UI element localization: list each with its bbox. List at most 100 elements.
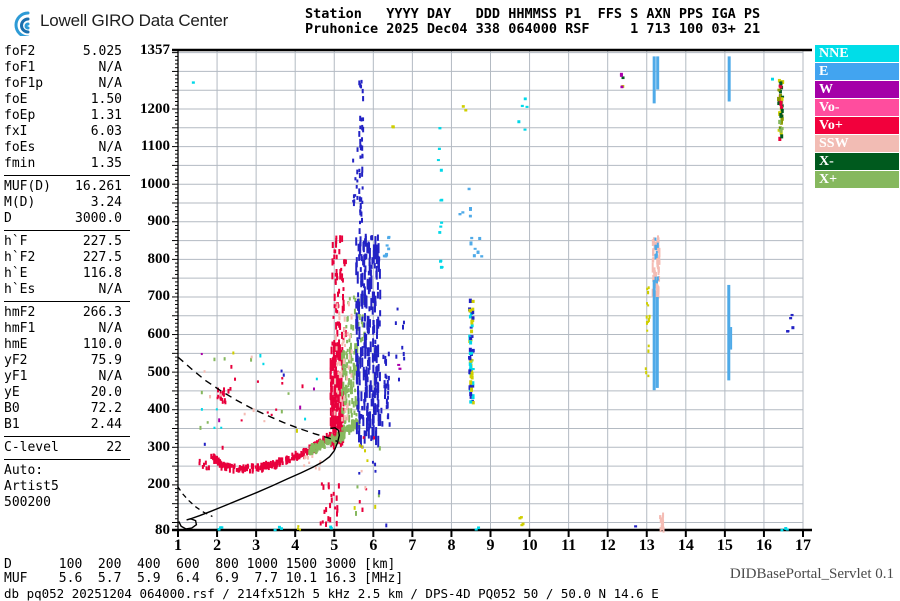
param-row: foF2 5.025	[4, 44, 130, 60]
true-height-profile	[178, 427, 341, 530]
param-name: MUF(D)	[4, 179, 51, 194]
param-separator	[4, 459, 130, 460]
param-name: foEs	[4, 140, 36, 155]
station-header-line2: Pruhonice 2025 Dec04 338 064000 RSF 1 71…	[305, 21, 761, 37]
param-value: N/A	[98, 321, 122, 336]
legend-item-e: E	[815, 63, 899, 80]
y-tick-label: 400	[147, 401, 171, 418]
param-value: 110.0	[82, 337, 122, 352]
param-value: 116.8	[82, 266, 122, 281]
x-tick-label: 13	[638, 537, 655, 554]
echo-direction-legend: NNE E W Vo- Vo+ SSW X- X+	[815, 45, 899, 189]
param-row: h`E 116.8	[4, 266, 130, 282]
logo-text: Lowell GIRO Data Center	[40, 11, 229, 30]
legend-item-ssw: SSW	[815, 135, 899, 152]
y-tick-label: 800	[147, 250, 171, 267]
param-row: B1 2.44	[4, 417, 130, 433]
muf-transmission-curve	[177, 356, 338, 442]
y-tick-label: 700	[147, 288, 171, 305]
profile-extrapolation	[177, 486, 213, 518]
distance-scale-row: D 100 200 400 600 800 1000 1500 3000 [km…	[4, 557, 396, 572]
x-tick-label: 4	[291, 537, 300, 554]
param-value: 75.9	[90, 353, 122, 368]
param-row: C-level 22	[4, 440, 130, 456]
x-tick-label: 14	[677, 537, 694, 554]
x-tick-label: 1	[174, 537, 182, 554]
param-row: foE 1.50	[4, 92, 130, 108]
param-value: 20.0	[90, 385, 122, 400]
param-name: foF1p	[4, 76, 44, 91]
station-header-line1: Station YYYY DAY DDD HHMMSS P1 FFS S AXN…	[305, 6, 761, 22]
param-value: 3000.0	[75, 211, 122, 226]
param-name: yE	[4, 385, 20, 400]
param-row: foEp 1.31	[4, 108, 130, 124]
param-row: fxI 6.03	[4, 124, 130, 140]
param-name: D	[4, 211, 12, 226]
param-separator	[4, 230, 130, 231]
param-value: 3.24	[90, 195, 122, 210]
param-name: h`E	[4, 266, 28, 281]
param-value: 1.31	[90, 108, 122, 123]
param-row: foEs N/A	[4, 140, 130, 156]
param-name: h`Es	[4, 282, 36, 297]
param-name: foF1	[4, 60, 36, 75]
legend-item-xplus: X+	[815, 171, 899, 188]
param-row: yE 20.0	[4, 385, 130, 401]
param-value: 1.50	[90, 92, 122, 107]
param-row: yF1 N/A	[4, 369, 130, 385]
x-tick-label: 2	[213, 537, 222, 554]
param-name: M(D)	[4, 195, 36, 210]
param-name: C-level	[4, 440, 59, 455]
param-value: 5.025	[82, 44, 122, 59]
x-tick-label: 10	[521, 537, 538, 554]
y-tick-label: 1357	[140, 41, 170, 58]
param-row: hmE 110.0	[4, 337, 130, 353]
legend-item-w: W	[815, 81, 899, 98]
param-separator	[4, 175, 130, 176]
legend-item-vominus: Vo-	[815, 99, 899, 116]
param-row: hmF2 266.3	[4, 305, 130, 321]
param-row: foF1 N/A	[4, 60, 130, 76]
param-row: yF2 75.9	[4, 353, 130, 369]
y-tick-label: 1200	[140, 100, 170, 117]
param-row: hmF1 N/A	[4, 321, 130, 337]
x-tick-label: 12	[599, 537, 616, 554]
param-value: N/A	[98, 369, 122, 384]
param-separator	[4, 436, 130, 437]
giro-logo: Lowell GIRO Data Center	[6, 6, 228, 36]
param-name: foF2	[4, 44, 36, 59]
param-name: yF1	[4, 369, 28, 384]
servlet-version-label: DIDBasePortal_Servlet 0.1	[729, 566, 894, 582]
param-name: B1	[4, 417, 20, 432]
param-value: N/A	[98, 60, 122, 75]
param-row: h`F 227.5	[4, 234, 130, 250]
param-value: N/A	[98, 76, 122, 91]
x-tick-label: 15	[716, 537, 733, 554]
station-header: Station YYYY DAY DDD HHMMSS P1 FFS S AXN…	[305, 7, 760, 37]
x-tick-label: 8	[447, 537, 456, 554]
param-name: fmin	[4, 156, 36, 171]
y-tick-label: 80	[155, 521, 170, 538]
autoscaling-info: Auto:	[4, 463, 44, 478]
param-name: foEp	[4, 108, 36, 123]
y-tick-label: 600	[147, 326, 171, 343]
param-value: 227.5	[82, 234, 122, 249]
x-tick-label: 17	[795, 537, 811, 554]
param-name: foE	[4, 92, 28, 107]
param-name: h`F	[4, 234, 28, 249]
x-tick-label: 5	[330, 537, 339, 554]
x-tick-label: 7	[408, 537, 417, 554]
ionogram-plot	[172, 48, 812, 537]
param-row: MUF(D) 16.261	[4, 179, 130, 195]
muf-scale-row: MUF 5.6 5.7 5.9 6.4 6.9 7.7 10.1 16.3 [M…	[4, 571, 404, 586]
param-name: yF2	[4, 353, 28, 368]
x-tick-label: 3	[252, 537, 261, 554]
param-value: 2.44	[90, 417, 122, 432]
param-row: h`F2 227.5	[4, 250, 130, 266]
y-tick-label: 300	[147, 438, 171, 455]
param-name: fxI	[4, 124, 28, 139]
parameter-panel: foF2 5.025 foF1 N/A foF1p N/A foE 1.50 foEp 1.31 f…	[4, 44, 130, 511]
giro-arcs-icon	[14, 11, 30, 36]
param-name: hmE	[4, 337, 28, 352]
